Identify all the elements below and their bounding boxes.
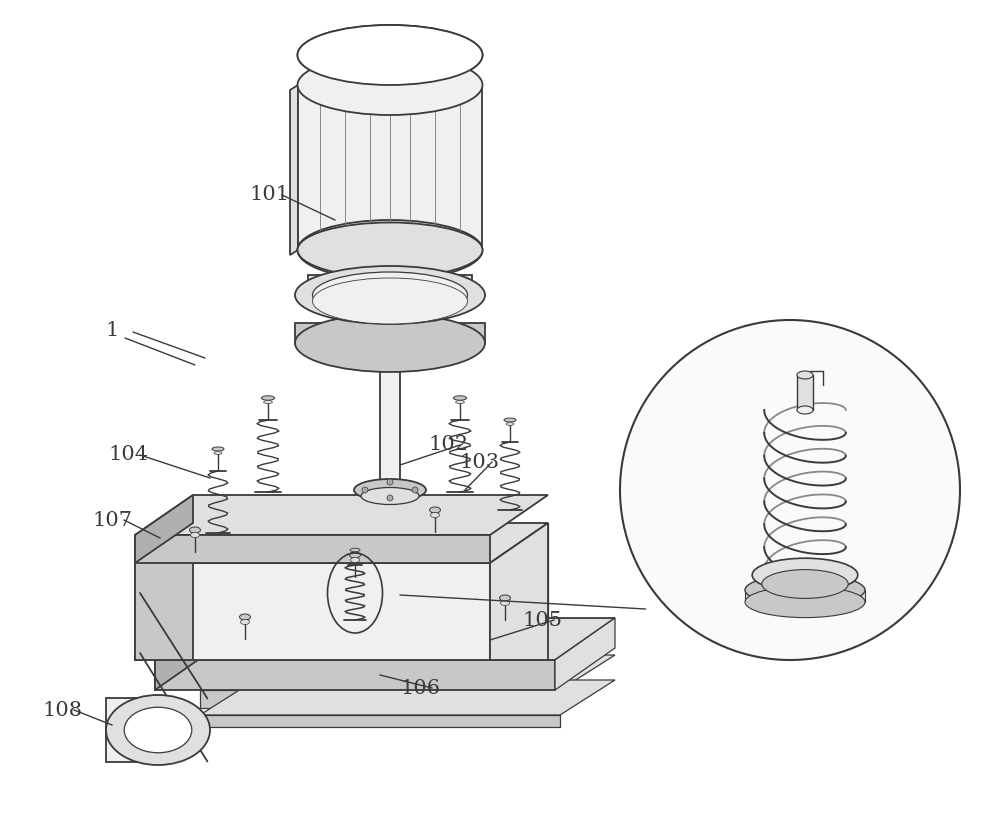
Ellipse shape [308,275,473,315]
Polygon shape [745,590,865,602]
Ellipse shape [430,512,440,517]
Ellipse shape [501,600,510,605]
Text: 106: 106 [400,679,440,697]
Ellipse shape [298,55,482,115]
Ellipse shape [298,25,482,85]
Ellipse shape [298,222,482,278]
Ellipse shape [500,595,511,601]
Ellipse shape [456,400,464,404]
Polygon shape [295,323,485,343]
Text: 107: 107 [92,511,132,529]
Polygon shape [155,618,215,690]
Text: 105: 105 [522,610,562,630]
Ellipse shape [350,548,360,552]
Text: 101: 101 [250,186,290,205]
Ellipse shape [752,558,858,592]
Ellipse shape [797,406,813,414]
Polygon shape [797,375,813,410]
Polygon shape [200,690,560,708]
Polygon shape [135,535,490,563]
Ellipse shape [745,586,865,618]
Ellipse shape [797,371,813,379]
Polygon shape [135,495,193,563]
Circle shape [620,320,960,660]
Text: 102: 102 [428,436,468,455]
Polygon shape [298,85,482,250]
Ellipse shape [240,614,250,620]
Circle shape [362,487,368,493]
Polygon shape [106,698,174,762]
Circle shape [387,495,393,501]
Polygon shape [555,618,615,690]
Ellipse shape [361,487,419,504]
Ellipse shape [124,707,192,752]
Text: 1: 1 [105,320,119,339]
Ellipse shape [506,423,514,426]
Polygon shape [308,275,472,295]
Ellipse shape [295,266,485,324]
Ellipse shape [350,552,360,558]
Ellipse shape [261,395,275,400]
Ellipse shape [106,695,210,765]
Polygon shape [135,523,548,563]
Polygon shape [200,680,615,715]
Ellipse shape [312,278,468,324]
Text: 104: 104 [108,446,148,465]
Circle shape [412,487,418,493]
Polygon shape [135,523,193,660]
Ellipse shape [351,558,360,563]
Polygon shape [200,655,615,690]
Ellipse shape [453,395,467,400]
Polygon shape [290,85,298,255]
Text: 108: 108 [42,701,82,720]
Ellipse shape [298,220,482,280]
Ellipse shape [240,619,250,624]
Text: 103: 103 [460,452,500,472]
Ellipse shape [762,569,848,599]
Ellipse shape [212,447,224,451]
Ellipse shape [504,418,516,422]
Polygon shape [155,618,615,660]
Polygon shape [200,715,560,727]
Ellipse shape [190,533,200,538]
Circle shape [387,479,393,485]
Ellipse shape [295,314,485,372]
Polygon shape [135,563,490,660]
Ellipse shape [430,507,440,513]
Polygon shape [380,367,400,490]
Ellipse shape [264,400,272,404]
Ellipse shape [214,451,222,455]
Ellipse shape [354,479,426,501]
Ellipse shape [745,574,865,605]
Ellipse shape [312,272,468,318]
Polygon shape [155,660,555,690]
Polygon shape [490,523,548,660]
Polygon shape [135,495,548,535]
Ellipse shape [190,527,200,533]
Polygon shape [193,523,548,660]
Ellipse shape [298,25,482,85]
